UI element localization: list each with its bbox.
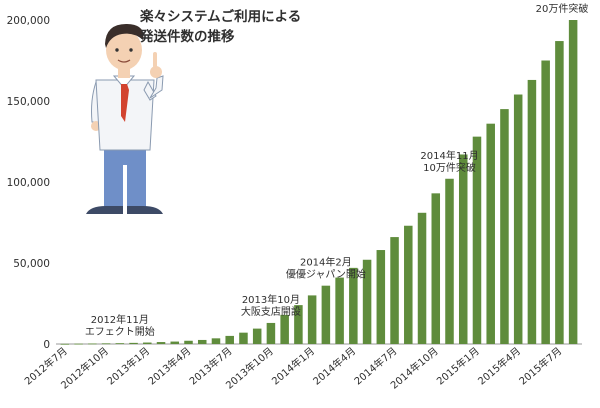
- annotation-label: 2014年11月: [420, 149, 478, 162]
- annotation-label: 優優ジャパン開始: [286, 268, 366, 281]
- bar: [211, 338, 221, 344]
- x-tick-label: 2015年4月: [475, 344, 523, 387]
- y-tick-label: 0: [43, 339, 50, 351]
- y-tick-label: 50,000: [13, 258, 50, 270]
- annotation-label: 10万件突破: [423, 161, 476, 174]
- chart-title-line-1: 楽々システムご利用による: [139, 8, 301, 25]
- bar: [527, 79, 537, 344]
- annotation-label: 20万件突破: [536, 2, 589, 15]
- bar: [555, 41, 564, 345]
- annotation-label: 大阪支店開設: [241, 305, 301, 318]
- bar: [349, 267, 358, 344]
- bar: [129, 342, 138, 344]
- bar: [362, 259, 372, 344]
- bar: [445, 178, 454, 344]
- bar: [417, 212, 427, 344]
- annotation-label: エフェクト開始: [85, 325, 155, 338]
- bar: [101, 343, 111, 345]
- bar: [335, 277, 344, 344]
- bar: [170, 341, 180, 344]
- x-tick-label: 2015年1月: [434, 344, 482, 387]
- bar: [88, 343, 97, 345]
- x-tick-label: 2014年4月: [310, 344, 358, 387]
- bar: [115, 343, 125, 344]
- bar: [225, 335, 234, 344]
- y-axis-ticks: 0 50,000 100,000 150,000 200,000: [7, 15, 50, 351]
- annotation-label: 2014年2月: [300, 256, 352, 269]
- y-tick-label: 200,000: [7, 15, 50, 27]
- x-tick-label: 2013年1月: [104, 344, 152, 387]
- bar: [74, 343, 83, 345]
- annotation-label: 2012年11月: [91, 313, 149, 326]
- bar: [541, 60, 550, 344]
- bar: [500, 109, 509, 344]
- bar: [266, 322, 276, 344]
- y-tick-label: 100,000: [7, 177, 50, 189]
- bars: [60, 20, 578, 345]
- bar: [404, 225, 413, 344]
- bar: [472, 136, 482, 344]
- bar: [280, 314, 289, 344]
- bar: [458, 154, 468, 344]
- bar: [431, 193, 441, 344]
- chart-title-line-2: 発送件数の推移: [139, 28, 235, 45]
- man-pointing-icon: [86, 24, 164, 214]
- bar: [143, 342, 152, 344]
- bar: [486, 123, 495, 345]
- bar: [252, 328, 262, 344]
- bar: [390, 237, 399, 344]
- x-tick-label: 2014年1月: [269, 344, 317, 387]
- bar: [321, 285, 331, 344]
- bar: [376, 250, 386, 344]
- x-tick-label: 2015年7月: [516, 344, 564, 387]
- bar: [184, 340, 193, 344]
- annotation-label: 2013年10月: [242, 293, 300, 306]
- y-tick-label: 150,000: [7, 96, 50, 108]
- bar: [568, 20, 578, 344]
- bar: [294, 305, 303, 344]
- bar: [239, 332, 248, 344]
- bar: [60, 343, 70, 345]
- x-tick-label: 2013年4月: [145, 344, 193, 387]
- bar: [156, 342, 166, 344]
- bar: [513, 94, 523, 345]
- bar: [307, 295, 317, 344]
- x-axis-ticks: 2012年7月2012年10月2013年1月2013年4月2013年7月2013…: [22, 344, 565, 391]
- bar: [197, 339, 207, 344]
